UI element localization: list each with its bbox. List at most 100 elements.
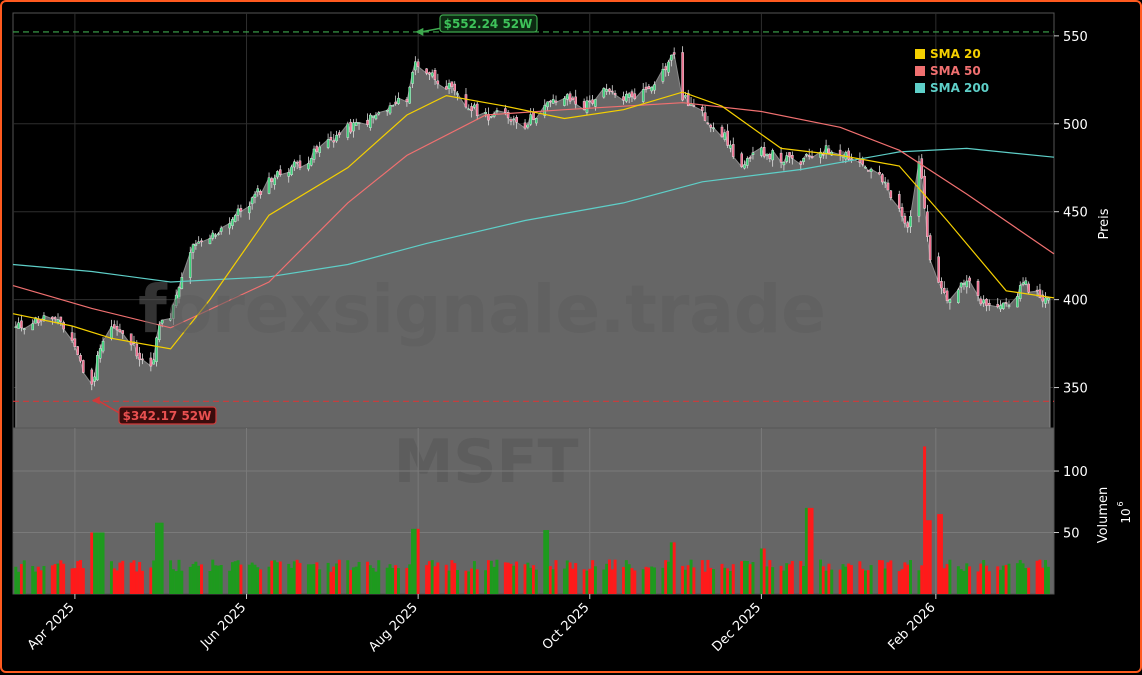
candle — [937, 252, 940, 283]
candle-body — [751, 152, 755, 156]
candle-body — [1038, 289, 1042, 298]
volume-bar — [214, 565, 218, 594]
candle-body — [293, 161, 296, 168]
volume-bar — [984, 565, 988, 594]
candle — [1047, 296, 1050, 304]
volume-bar — [593, 566, 597, 594]
candle-body — [847, 150, 850, 160]
candle — [701, 104, 704, 117]
candle-body — [335, 135, 338, 142]
candle-body — [532, 111, 535, 120]
candle — [864, 165, 867, 169]
volume-bar — [818, 559, 822, 594]
volume-bar — [562, 568, 566, 594]
candle-body — [968, 277, 971, 282]
candle-body — [34, 317, 37, 324]
volume-bar — [287, 563, 291, 594]
volume-bar — [427, 561, 431, 594]
volume-bar — [109, 561, 113, 594]
candle — [239, 204, 243, 218]
volume-bar — [22, 560, 26, 594]
candle-body — [945, 290, 949, 301]
candle — [411, 71, 414, 89]
candle — [467, 104, 471, 111]
candle — [512, 115, 516, 126]
volume-bar — [785, 563, 789, 594]
candle-body — [543, 104, 547, 116]
candle — [267, 172, 271, 195]
volume-bar — [841, 564, 845, 594]
volume-bar — [472, 561, 476, 594]
candle-body — [352, 122, 355, 132]
candle-body — [1021, 282, 1025, 285]
candle — [51, 316, 54, 325]
candle-body — [996, 304, 1000, 308]
candle-body — [692, 105, 696, 107]
low-52w-arrow — [97, 399, 122, 415]
candle-body — [802, 158, 805, 162]
candle — [565, 93, 569, 106]
watermark: forexsignale.trade — [138, 271, 826, 348]
candle — [200, 238, 203, 247]
candle — [594, 99, 597, 111]
volume-bar — [886, 562, 890, 594]
volume-bar — [965, 563, 969, 594]
volume-bar — [942, 568, 946, 594]
date-tick-label: Aug 2025 — [366, 600, 421, 655]
candle — [352, 119, 355, 138]
volume-bar — [197, 565, 201, 594]
price-tick-label: 400 — [1063, 294, 1088, 309]
candle-body — [650, 86, 653, 92]
volume-bar — [630, 568, 634, 594]
candle — [664, 63, 668, 77]
volume-bar — [90, 532, 94, 594]
candle-body — [447, 82, 451, 90]
volume-bar — [858, 561, 862, 594]
volume-bar — [236, 560, 240, 594]
candle-body — [329, 136, 333, 141]
volume-bar — [866, 570, 870, 594]
candle — [318, 141, 321, 158]
candle — [79, 353, 82, 364]
volume-bar — [42, 565, 46, 594]
volume-axis-label: Volumen — [1096, 487, 1111, 544]
candle-body — [76, 346, 79, 355]
candle-body — [473, 104, 476, 108]
volume-bar — [200, 564, 203, 594]
volume-bar — [388, 564, 392, 594]
candle-body — [110, 326, 113, 339]
candle-body — [740, 153, 743, 168]
candle-body — [765, 153, 769, 156]
candle — [889, 189, 893, 201]
candle — [692, 98, 696, 108]
volume-bar — [315, 562, 319, 594]
candle — [847, 147, 850, 161]
candle-body — [785, 155, 789, 162]
candle — [838, 144, 842, 161]
candle-body — [169, 318, 172, 321]
candle-body — [267, 177, 271, 194]
candle — [219, 225, 223, 235]
candle-body — [430, 72, 434, 77]
volume-bar — [31, 566, 35, 594]
volume-bar — [650, 566, 654, 594]
volume-bar — [672, 542, 676, 594]
candle-body — [549, 100, 552, 103]
volume-bar — [329, 571, 333, 594]
candle-body — [338, 132, 341, 135]
volume-bar — [821, 566, 825, 594]
volume-bar — [782, 570, 786, 594]
candle — [962, 279, 966, 290]
candle-body — [1007, 305, 1011, 307]
candle — [354, 118, 358, 126]
candle-body — [354, 122, 358, 126]
candle — [743, 160, 746, 170]
candle-body — [509, 119, 513, 122]
volume-bar — [14, 566, 18, 594]
candle-body — [681, 52, 684, 101]
candle — [709, 123, 713, 133]
candle-body — [585, 100, 589, 113]
candle-body — [805, 153, 808, 156]
candle-body — [906, 222, 909, 228]
legend-swatch-sma-20 — [915, 49, 925, 59]
